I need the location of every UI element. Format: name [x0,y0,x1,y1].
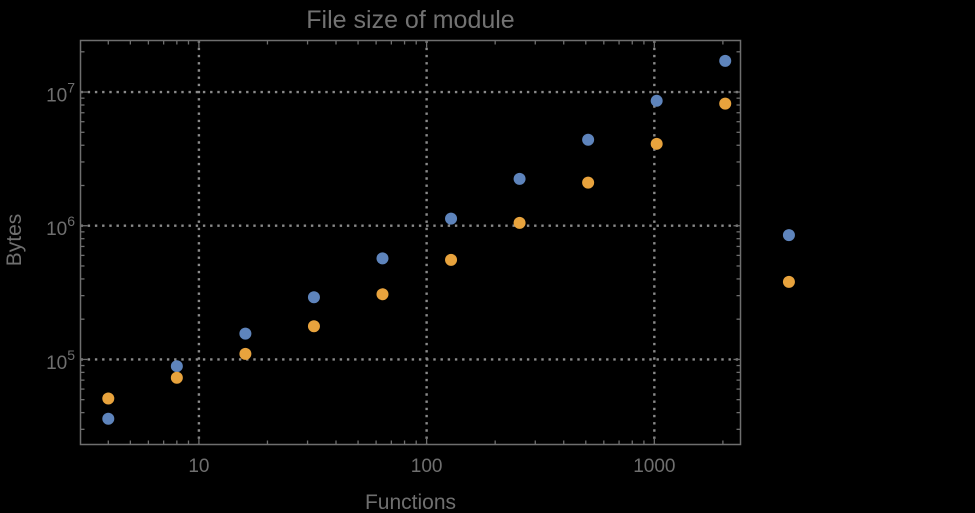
data-point-series-2-orange [376,288,389,301]
data-point-series-1-blue [102,412,115,425]
data-point-series-2-orange [170,371,183,384]
data-point-series-1-blue [582,133,595,146]
y-tick-label-10e7: 107 [46,80,75,107]
data-point-series-2-orange [513,216,526,229]
data-point-series-2-orange [782,275,795,288]
data-point-series-2-orange [719,97,732,110]
plot-frame [79,39,742,446]
data-point-series-1-blue [650,94,663,107]
x-tick-label-10: 10 [188,456,209,477]
data-point-series-2-orange [650,137,663,150]
data-point-series-1-blue [513,172,526,185]
data-point-series-1-blue [376,252,389,265]
data-point-series-2-orange [582,176,595,189]
data-point-series-1-blue [307,291,320,304]
y-tick-label-10e5: 105 [46,347,75,374]
data-point-series-2-orange [239,347,252,360]
y-tick-label-10e6: 106 [46,213,75,240]
x-axis-label: Functions [364,491,457,513]
x-tick-label-1000: 1000 [633,456,675,477]
data-point-series-1-blue [445,212,458,225]
data-point-series-1-blue [782,229,795,242]
data-point-series-2-orange [102,392,115,405]
data-point-series-1-blue [170,360,183,373]
data-point-series-2-orange [307,320,320,333]
data-point-series-1-blue [719,54,732,67]
x-tick-label-100: 100 [411,456,443,477]
data-point-series-2-orange [445,253,458,266]
data-point-series-1-blue [239,327,252,340]
chart-title: File size of module [306,6,515,34]
